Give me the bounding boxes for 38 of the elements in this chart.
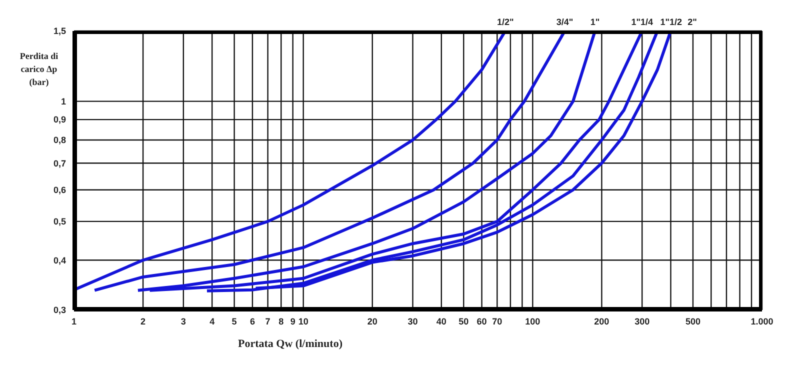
y-tick-label: 1,5: [53, 26, 66, 36]
x-tick-label: 2: [140, 316, 146, 326]
series-label: 1": [590, 17, 600, 27]
x-tick-label: 60: [476, 316, 487, 326]
x-tick-label: 3: [180, 316, 186, 326]
series-label: 1"1/4: [631, 17, 653, 27]
y-tick-label: 0,5: [53, 216, 66, 227]
x-tick-label: 7: [265, 316, 270, 326]
x-tick-label: 200: [594, 316, 610, 326]
y-tick-label: 0,7: [53, 158, 66, 168]
series-label: 1/2": [496, 17, 514, 27]
series-label: 1"1/2: [660, 17, 682, 27]
x-tick-label: 50: [458, 316, 469, 326]
x-tick-label: 9: [290, 316, 296, 326]
series-label: 2": [688, 17, 697, 27]
y-axis-title: Perdita di carico Δp (bar): [18, 50, 60, 89]
x-tick-label: 4: [210, 316, 215, 326]
x-tick-label: 100: [525, 316, 540, 326]
x-tick-label: 8: [278, 316, 284, 326]
y-tick-label: 0,6: [53, 185, 66, 196]
x-tick-label: 1.000: [750, 316, 774, 326]
x-tick-label: 500: [685, 316, 700, 326]
x-tick-label: 40: [436, 316, 446, 326]
y-tick-label: 0,4: [53, 255, 66, 266]
series-label: 3/4": [556, 17, 574, 27]
y-tick-label: 0,3: [53, 305, 66, 316]
y-tick-label: 0,9: [53, 114, 66, 125]
y-tick-label: 0,8: [53, 135, 66, 146]
x-tick-label: 30: [408, 316, 418, 326]
x-tick-label: 10: [298, 316, 308, 326]
y-tick-label: 1: [60, 96, 66, 106]
x-tick-label: 70: [492, 316, 502, 326]
x-tick-label: 5: [232, 316, 237, 326]
x-tick-label: 1: [71, 316, 77, 326]
x-tick-label: 300: [634, 316, 650, 326]
x-axis-title: Portata Qw (l/minuto): [238, 338, 342, 350]
x-tick-label: 6: [250, 316, 255, 326]
x-tick-label: 20: [367, 316, 378, 326]
